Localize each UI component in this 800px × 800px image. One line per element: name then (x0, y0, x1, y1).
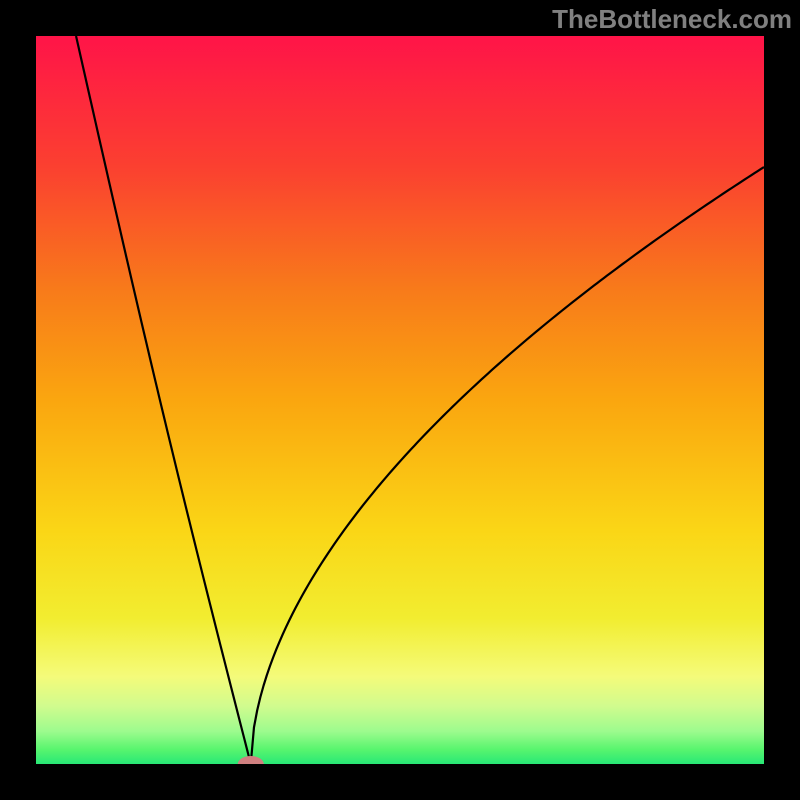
watermark-text: TheBottleneck.com (552, 4, 792, 35)
bottleneck-curve (76, 36, 764, 764)
minimum-marker (238, 756, 264, 772)
chart-frame: TheBottleneck.com (0, 0, 800, 800)
curve-layer (0, 0, 800, 800)
